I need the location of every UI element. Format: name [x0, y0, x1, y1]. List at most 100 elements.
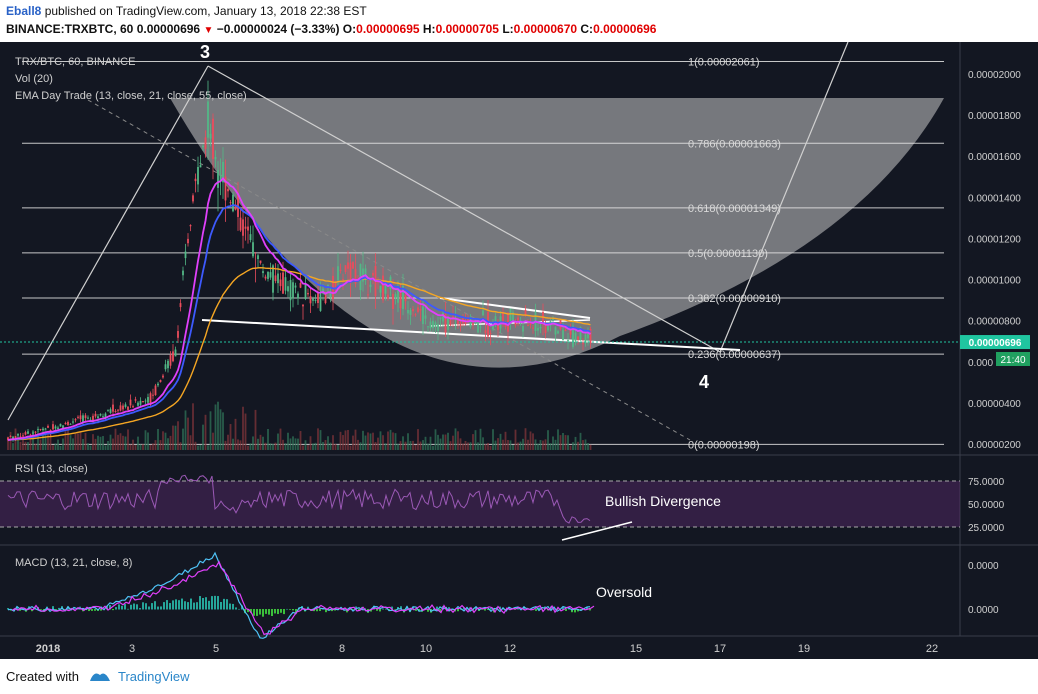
candle-body [304, 284, 307, 300]
volume-bar [217, 401, 219, 450]
volume-bar [172, 425, 174, 450]
lower-wedge-line[interactable] [201, 319, 741, 351]
candle-body [427, 326, 429, 328]
divergence-line[interactable] [561, 521, 633, 541]
candle-body [517, 317, 519, 324]
volume-bar [224, 440, 227, 450]
volume-bar [444, 434, 447, 450]
volume-bar [164, 432, 167, 450]
volume-bar [87, 443, 89, 450]
volume-bar [364, 435, 367, 450]
upper-wedge-line[interactable] [439, 297, 591, 319]
macd-hist-bar [481, 609, 483, 610]
macd-hist-bar [346, 609, 348, 613]
low-value: 0.00000670 [513, 22, 578, 36]
candle-body [187, 238, 189, 244]
volume-bar [372, 432, 374, 450]
volume-bar [237, 439, 239, 450]
volume-bar [17, 436, 19, 450]
volume-bar [282, 439, 284, 450]
candle-body [147, 397, 149, 403]
macd-hist-bar [127, 608, 129, 610]
volume-bar [134, 445, 137, 450]
candle-body [464, 320, 467, 325]
volume-bar [477, 442, 479, 450]
wave-3-line[interactable] [7, 65, 209, 421]
volume-bar [129, 444, 132, 450]
volume-bar [334, 443, 337, 450]
volume-bar [374, 442, 377, 450]
candle-body [52, 424, 54, 430]
macd-hist-bar [574, 609, 576, 613]
candle-body [114, 410, 117, 412]
candle-body [287, 286, 289, 292]
published-text: published on TradingView.com, January 13… [44, 4, 367, 18]
candle-body [407, 309, 409, 314]
candle-body [507, 312, 509, 332]
fib-retracement[interactable]: 1(0.00002061) 0.786(0.00001663) 0.618(0.00… [22, 56, 944, 451]
tradingview-link[interactable]: TradingView [118, 669, 190, 684]
candle-body [7, 437, 9, 440]
candle-body [397, 288, 399, 303]
candle-body [242, 219, 244, 236]
time-axis-tick: 22 [926, 643, 938, 655]
candle-body [582, 343, 584, 345]
volume-bar [29, 434, 32, 450]
tradingview-logo-icon[interactable] [88, 668, 112, 684]
candle-body [562, 330, 564, 341]
fib-level-label: 0.786(0.00001663) [688, 138, 781, 150]
macd-hist-bar [586, 607, 588, 610]
fib-level-label: 1(0.00002061) [688, 56, 760, 68]
macd-hist-bar [256, 609, 258, 616]
candle-body [312, 298, 314, 301]
candle-body [577, 336, 579, 340]
candle-body [72, 421, 74, 423]
candle-body [69, 423, 72, 425]
macd-hist-bar [112, 609, 114, 611]
volume-bar [97, 435, 99, 450]
volume-bar [412, 440, 414, 450]
volume-bar [309, 436, 312, 450]
bullish-divergence-label: Bullish Divergence [605, 493, 721, 509]
price-axis-tick: 0.00001400 [968, 193, 1021, 204]
volume-bar [72, 438, 74, 450]
macd-hist-bar [316, 609, 318, 612]
macd-hist-bar [64, 609, 66, 610]
volume-bar [384, 443, 387, 450]
candle-body [387, 294, 389, 299]
close-value: 0.00000696 [593, 22, 657, 36]
dashed-trendline[interactable] [87, 99, 691, 441]
chart-canvas[interactable]: 1(0.00002061) 0.786(0.00001663) 0.618(0.00… [0, 42, 1038, 659]
candle-body [432, 320, 434, 329]
volume-bar [522, 438, 524, 450]
candle-body [172, 351, 174, 362]
candle-body [142, 401, 144, 403]
candle-body [204, 137, 207, 149]
candle-body [454, 319, 457, 321]
macd-hist-bar [142, 602, 144, 610]
volume-bar [174, 425, 177, 450]
candle-body [189, 225, 192, 227]
price-axis-area[interactable] [960, 42, 1038, 659]
wave-5-projection[interactable] [719, 42, 849, 353]
macd-hist-bar [109, 604, 111, 610]
macd-hist-bar [295, 609, 297, 614]
wave-4-line[interactable] [207, 65, 721, 353]
macd-hist-bar [385, 608, 387, 610]
volume-bar [402, 436, 404, 450]
rsi-band [0, 481, 960, 527]
down-arrow-icon: ▼ [203, 25, 214, 36]
volume-bar [59, 445, 62, 450]
macd-hist-bar [277, 609, 279, 615]
candle-body [199, 165, 202, 168]
candle-body [269, 272, 272, 278]
candle-body [292, 282, 294, 299]
macd-hist-bar [211, 596, 213, 610]
author-link[interactable]: Eball8 [6, 4, 42, 18]
macd-hist-bar [181, 598, 183, 610]
candle-body [222, 161, 224, 183]
macd-hist-bar [487, 609, 489, 610]
macd-hist-bar [268, 609, 270, 615]
fib-arc-shape[interactable] [170, 98, 944, 368]
open-value: 0.00000695 [356, 22, 420, 36]
